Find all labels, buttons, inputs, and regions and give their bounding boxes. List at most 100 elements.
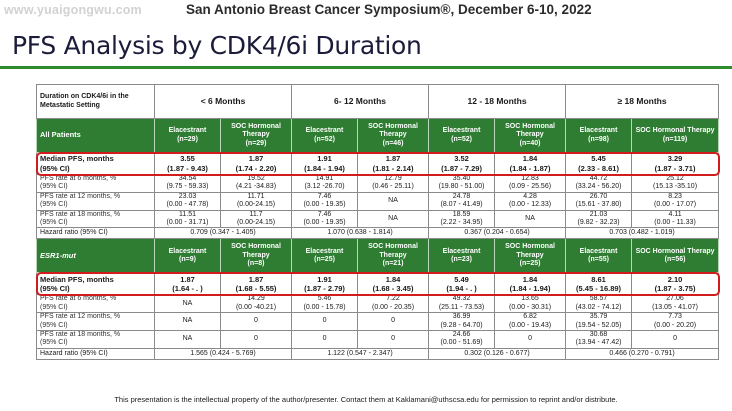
pfs-table-container: Duration on CDK4/6i in the Metastatic Se… xyxy=(36,84,720,360)
pfs-rate-value: 11.7 xyxy=(249,210,263,218)
pfs-rate-value: 0 xyxy=(254,317,258,325)
median-ci: (1.87 - 3.75) xyxy=(654,283,696,293)
pfs-rate-label: PFS rate at 6 months, % (95% CI) xyxy=(36,174,155,193)
median-cell: 1.91 (1.84 - 1.94) xyxy=(291,152,359,175)
pfs-rate-ci: (9.28 - 64.70) xyxy=(440,321,483,329)
hazard-ratio-cell: 0.302 (0.126 - 0.677) xyxy=(428,347,567,360)
arm-n: (n=46) xyxy=(382,139,404,147)
pfs-rate-cell: 34.54 (9.75 - 59.33) xyxy=(154,174,221,193)
pfs-rate-cell: 18.59 (2.22 - 34.95) xyxy=(428,209,496,229)
hazard-ratio-cell: 0.367 (0.204 - 0.654) xyxy=(428,227,567,240)
pfs-rate-cell: 0 xyxy=(631,330,720,349)
pfs-rate-cell: 30.68 (13.94 - 47.42) xyxy=(565,330,633,349)
median-ci: (1.87 - 3.71) xyxy=(654,163,696,173)
duration-header: ≥ 18 Months xyxy=(565,84,720,119)
pfs-rate-cell: 13.65 (0.00 - 30.31) xyxy=(494,294,567,314)
arm-header-cell: Elacestrant (n=98) xyxy=(565,118,633,153)
pfs-rate-value: 0 xyxy=(254,335,258,343)
pfs-rate-cell: 0 xyxy=(357,312,430,332)
median-cell: 3.52 (1.87 - 7.29) xyxy=(428,152,496,175)
arm-n: (n=25) xyxy=(314,255,335,263)
median-cell: 3.55 (1.87 - 9.43) xyxy=(154,152,221,175)
pfs-rate-cell: 24.78 (8.07 - 41.49) xyxy=(428,191,496,211)
pfs-rate-ci: (0.00 - 19.35) xyxy=(303,219,346,227)
pfs-rate-value: 0 xyxy=(673,335,677,343)
pfs-rate-value: 5.46 xyxy=(317,295,332,303)
pfs-rate-value: 58.57 xyxy=(589,295,608,303)
median-cell: 3.29 (1.87 - 3.71) xyxy=(631,152,720,175)
arm-n: (n=52) xyxy=(314,135,335,143)
median-ci: (1.87 - 2.79) xyxy=(304,283,345,293)
duration-header-row: Duration on CDK4/6i in the Metastatic Se… xyxy=(36,84,720,119)
pfs-rate-value: NA xyxy=(182,317,193,325)
pfs-rate-label-line2: (95% CI) xyxy=(40,183,68,191)
median-ci: (1.84 - 1.94) xyxy=(304,163,345,173)
arm-name: SOC Hormonal Therapy xyxy=(368,122,418,139)
median-ci: (1.87 - 7.29) xyxy=(441,163,482,173)
pfs-rate-cell: 21.03 (9.82 - 32.23) xyxy=(565,209,633,229)
pfs-rate-value: 6.82 xyxy=(523,313,537,321)
esr1-pfs-rate-row: PFS rate at 6 months, % (95% CI) NA 14.29 (0… xyxy=(36,294,720,314)
arm-n: (n=25) xyxy=(519,260,541,268)
pfs-rate-cell: NA xyxy=(357,209,430,229)
arm-n: (n=29) xyxy=(177,135,198,143)
pfs-rate-value: NA xyxy=(525,214,535,222)
all_patients-group-label: All Patients xyxy=(36,118,155,153)
pfs-rate-cell: NA xyxy=(154,294,221,314)
pfs-rate-value: 18.59 xyxy=(452,210,471,218)
pfs-rate-label: PFS rate at 18 months, % (95% CI) xyxy=(36,330,155,349)
median-label: Median PFS, months (95% CI) xyxy=(36,272,155,296)
pfs-rate-value: NA xyxy=(182,335,193,343)
all_patients-pfs-rate-row: PFS rate at 6 months, % (95% CI) 34.54 (9.7… xyxy=(36,174,720,193)
arm-n: (n=23) xyxy=(451,255,472,263)
pfs-rate-value: 35.79 xyxy=(589,313,608,321)
pfs-rate-value: 0 xyxy=(528,335,532,343)
median-cell: 1.91 (1.87 - 2.79) xyxy=(291,272,359,296)
arm-name: SOC Hormonal Therapy xyxy=(635,247,715,255)
pfs-rate-value: 13.65 xyxy=(521,295,539,303)
all_patients-arm-header-row: All Patients Elacestrant (n=29) SOC Hormona… xyxy=(36,118,720,153)
pfs-rate-label-line1: PFS rate at 6 months, % xyxy=(40,295,117,303)
pfs-rate-ci: (13.05 - 41.07) xyxy=(652,303,698,311)
pfs-rate-value: 23.03 xyxy=(178,192,197,200)
pfs-rate-cell: 24.66 (0.00 - 51.69) xyxy=(428,330,496,349)
pfs-rate-cell: 11.71 (0.00-24.15) xyxy=(219,191,293,211)
median-ci: (5.45 - 16.89) xyxy=(576,283,622,293)
arm-header-cell: Elacestrant (n=25) xyxy=(291,238,359,274)
pfs-rate-cell: 0 xyxy=(291,330,359,349)
hazard-ratio-cell: 1.070 (0.638 - 1.814) xyxy=(291,227,430,240)
pfs-rate-cell: 7.73 (0.00 - 20.20) xyxy=(631,312,720,332)
median-label-line2: (95% CI) xyxy=(40,283,70,293)
pfs-rate-label-line2: (95% CI) xyxy=(40,219,68,227)
pfs-rate-value: 0 xyxy=(391,317,395,325)
arm-header-cell: SOC Hormonal Therapy (n=29) xyxy=(219,118,293,153)
pfs-rate-value: 25.12 xyxy=(666,175,684,182)
pfs-rate-value: 4.11 xyxy=(668,210,682,218)
arm-n: (n=8) xyxy=(247,260,265,268)
median-cell: 1.87 (1.81 - 2.14) xyxy=(357,152,430,175)
median-ci: (1.94 - . ) xyxy=(446,283,477,293)
all_patients-median-row: Median PFS, months (95% CI) 3.55 (1.87 - 9.… xyxy=(36,152,720,175)
arm-header-cell: SOC Hormonal Therapy (n=119) xyxy=(631,118,720,153)
arm-name: Elacestrant xyxy=(442,247,481,255)
arm-name: SOC Hormonal Therapy xyxy=(231,122,281,139)
pfs-rate-cell: 14.29 (0.00 -40.21) xyxy=(219,294,293,314)
arm-name: Elacestrant xyxy=(579,247,618,255)
arm-n: (n=29) xyxy=(245,139,267,147)
pfs-rate-ci: (15.13 -35.10) xyxy=(653,183,698,191)
arm-n: (n=21) xyxy=(382,260,404,268)
pfs-rate-value: 35.40 xyxy=(452,175,471,182)
pfs-rate-value: 49.32 xyxy=(452,295,471,303)
pfs-rate-label: PFS rate at 18 months, % (95% CI) xyxy=(36,209,155,229)
pfs-rate-cell: NA xyxy=(154,312,221,332)
hazard-ratio-cell: 0.466 (0.270 - 0.791) xyxy=(565,347,720,360)
pfs-rate-cell: 7.46 (0.00 - 19.35) xyxy=(291,209,359,229)
pfs-rate-value: 0 xyxy=(322,335,327,343)
arm-name: SOC Hormonal Therapy xyxy=(635,127,715,135)
median-value: 3.55 xyxy=(180,154,195,164)
pfs-rate-value: 4.28 xyxy=(523,192,537,200)
arm-header-cell: Elacestrant (n=23) xyxy=(428,238,496,274)
arm-n: (n=56) xyxy=(664,255,686,263)
pfs-rate-ci: (0.09 - 25.56) xyxy=(509,183,552,191)
pfs-rate-value: 44.72 xyxy=(589,175,608,182)
